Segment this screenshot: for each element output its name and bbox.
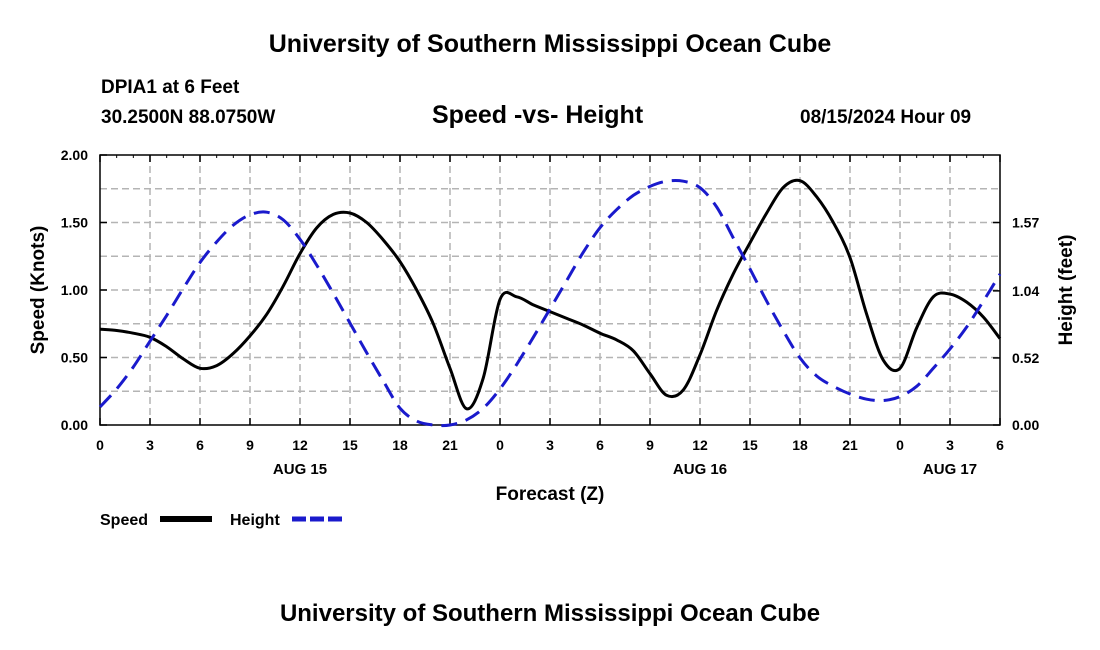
legend-label-speed: Speed xyxy=(100,512,148,529)
x-tick-label: 12 xyxy=(292,437,308,453)
x-tick-label: 21 xyxy=(442,437,458,453)
x-tick-label: 3 xyxy=(146,437,154,453)
x-tick-label: 0 xyxy=(96,437,104,453)
y-axis-title: Speed (Knots) xyxy=(28,226,49,355)
y2-tick-label: 1.57 xyxy=(1012,215,1039,231)
x-tick-label: 6 xyxy=(196,437,204,453)
station-label: DPIA1 at 6 Feet xyxy=(101,77,240,98)
x-tick-label: 15 xyxy=(342,437,358,453)
forecast-datetime: 08/15/2024 Hour 09 xyxy=(800,107,972,128)
y-tick-label: 0.50 xyxy=(61,350,88,366)
footer-title: University of Southern Mississippi Ocean… xyxy=(279,600,821,627)
x-tick-label: 18 xyxy=(392,437,408,453)
x-tick-label: 0 xyxy=(896,437,904,453)
y2-tick-label: 1.04 xyxy=(1012,283,1039,299)
x-tick-label: 9 xyxy=(246,437,254,453)
y-tick-label: 2.00 xyxy=(61,147,88,163)
page-title: University of Southern Mississippi Ocean… xyxy=(268,30,832,58)
chart-subtitle: Speed -vs- Height xyxy=(432,101,644,129)
x-day-label: AUG 17 xyxy=(923,461,977,478)
x-tick-label: 21 xyxy=(842,437,858,453)
x-tick-label: 3 xyxy=(546,437,554,453)
y2-tick-label: 0.52 xyxy=(1012,350,1039,366)
x-tick-label: 9 xyxy=(646,437,654,453)
y2-tick-label: 0.00 xyxy=(1012,417,1039,433)
y-tick-label: 1.50 xyxy=(61,215,88,231)
coordinates-label: 30.2500N 88.0750W xyxy=(101,107,276,128)
x-axis-title: Forecast (Z) xyxy=(496,484,605,505)
y-tick-label: 1.00 xyxy=(61,282,88,298)
x-tick-label: 12 xyxy=(692,437,708,453)
x-tick-label: 6 xyxy=(996,437,1004,453)
legend-label-height: Height xyxy=(230,512,280,529)
x-day-label: AUG 15 xyxy=(273,461,327,478)
x-tick-label: 6 xyxy=(596,437,604,453)
series-line-height xyxy=(98,179,1002,428)
x-tick-label: 15 xyxy=(742,437,758,453)
x-tick-label: 3 xyxy=(946,437,954,453)
x-day-label: AUG 16 xyxy=(673,461,727,478)
x-tick-label: 18 xyxy=(792,437,808,453)
y2-axis-title: Height (feet) xyxy=(1056,235,1077,346)
y-tick-label: 0.00 xyxy=(61,417,88,433)
x-tick-label: 0 xyxy=(496,437,504,453)
